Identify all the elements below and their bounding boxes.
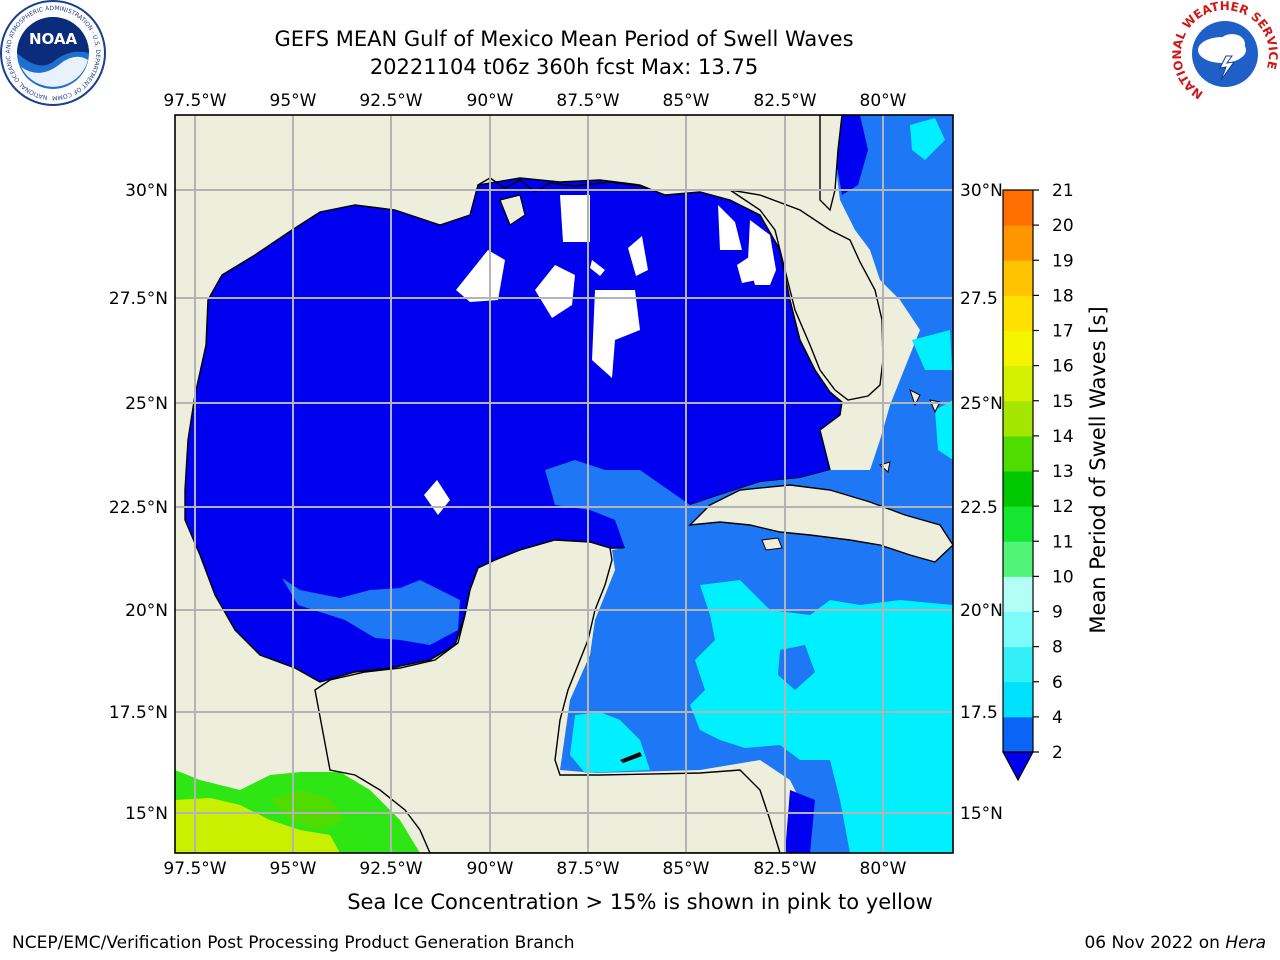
lon-label: 80°W <box>860 91 907 111</box>
lon-label: 82.5°W <box>753 859 816 879</box>
colorbar-segment <box>1003 365 1033 402</box>
lon-label: 90°W <box>467 91 514 111</box>
lon-label: 82.5°W <box>753 91 816 111</box>
colorbar-tick-label: 4 <box>1052 708 1063 728</box>
map-frame <box>174 114 954 854</box>
lon-label: 95°W <box>270 91 317 111</box>
lon-label: 85°W <box>663 91 710 111</box>
colorbar-segment <box>1003 435 1033 472</box>
colorbar-tick-label: 14 <box>1052 427 1074 447</box>
cuba-landmass <box>688 484 953 563</box>
lat-label: 22.5°N <box>109 498 168 518</box>
map-subtitle: 20221104 t06z 360h fcst Max: 13.75 <box>369 55 759 79</box>
colorbar-tick-label: 16 <box>1052 357 1074 377</box>
colorbar-tick-label: 2 <box>1052 743 1063 763</box>
colorbar-tick-label: 6 <box>1052 673 1063 693</box>
nws-logo-icon: NATIONAL WEATHER SERVICE <box>1170 0 1280 106</box>
colorbar-segment <box>1003 295 1033 331</box>
colorbar-tick-label: 20 <box>1052 216 1074 236</box>
lat-label: 25°N <box>960 394 1003 414</box>
gulf-swell-field <box>184 177 843 683</box>
colorbar-segment <box>1003 330 1033 367</box>
lon-label: 80°W <box>860 859 907 879</box>
colorbar-segment <box>1003 471 1033 507</box>
footer-host: Hera <box>1225 933 1266 953</box>
colorbar-segment <box>1003 190 1033 226</box>
colorbar-segment <box>1003 225 1033 261</box>
lon-label: 87.5°W <box>556 91 619 111</box>
colorbar-segment <box>1003 400 1033 437</box>
lat-label: 20°N <box>960 601 1003 621</box>
lon-label: 92.5°W <box>359 91 422 111</box>
colorbar-segment <box>1003 611 1033 648</box>
colorbar-segment <box>1003 646 1033 683</box>
colorbar-segment <box>1003 260 1033 296</box>
colorbar-tick-label: 13 <box>1052 462 1074 482</box>
lat-label: 27.5 <box>960 289 998 309</box>
lat-label: 22.5 <box>960 498 998 518</box>
lon-label: 97.5°W <box>163 91 226 111</box>
noaa-wordmark: NOAA <box>29 30 78 48</box>
map-grid <box>175 115 953 853</box>
lon-labels-bottom: 97.5°W 95°W 92.5°W 90°W 87.5°W 85°W 82.5… <box>163 859 906 879</box>
lat-label: 30°N <box>125 181 168 201</box>
colorbar-label: Mean Period of Swell Waves [s] <box>1086 306 1110 633</box>
lat-labels-left: 30°N 27.5°N 25°N 22.5°N 20°N 17.5°N 15°N <box>109 181 168 824</box>
colorbar-segment <box>1003 716 1033 753</box>
colorbar: 2 4 6 8 9 10 11 12 13 14 15 16 17 18 19 20 21 <box>1001 181 1074 782</box>
sea-ice-note: Sea Ice Concentration > 15% is shown in … <box>347 890 933 914</box>
lon-label: 85°W <box>663 859 710 879</box>
colorbar-tick-label: 19 <box>1052 251 1074 271</box>
colorbar-under-triangle <box>1001 751 1035 782</box>
colorbar-tick-label: 10 <box>1052 567 1074 587</box>
lon-label: 95°W <box>270 859 317 879</box>
florida-landmass <box>729 189 884 401</box>
colorbar-segment <box>1003 576 1033 612</box>
footer-date-text: 06 Nov 2022 on <box>1084 933 1220 953</box>
lon-label: 90°W <box>467 859 514 879</box>
map-panel <box>175 115 953 853</box>
footer-branch: NCEP/EMC/Verification Post Processing Pr… <box>12 933 575 953</box>
lat-label: 15°N <box>125 804 168 824</box>
colorbar-tick-label: 21 <box>1052 181 1074 201</box>
yucatan-landmass <box>314 539 781 853</box>
lat-label: 15°N <box>960 804 1003 824</box>
colorbar-segment <box>1003 506 1033 542</box>
colorbar-tick-label: 12 <box>1052 497 1074 517</box>
colorbar-tick-label: 15 <box>1052 392 1074 412</box>
colorbar-tick-label: 17 <box>1052 322 1074 342</box>
lat-labels-right: 30°N 27.5 25°N 22.5 20°N 17.5 15°N <box>960 181 1003 824</box>
lon-label: 97.5°W <box>163 859 226 879</box>
lat-label: 20°N <box>125 601 168 621</box>
colorbar-tick-label: 11 <box>1052 532 1074 552</box>
lon-label: 92.5°W <box>359 859 422 879</box>
lon-label: 87.5°W <box>556 859 619 879</box>
lon-labels-top: 97.5°W 95°W 92.5°W 90°W 87.5°W 85°W 82.5… <box>163 91 906 111</box>
colorbar-segment <box>1003 681 1033 718</box>
lat-label: 25°N <box>125 394 168 414</box>
colorbar-tick-label: 18 <box>1052 286 1074 306</box>
lat-label: 17.5 <box>960 703 998 723</box>
map-title: GEFS MEAN Gulf of Mexico Mean Period of … <box>274 27 854 51</box>
noaa-logo-icon: NATIONAL OCEANIC AND ATMOSPHERIC ADMINIS… <box>0 0 106 106</box>
cyan-swell-field <box>690 580 953 853</box>
colorbar-segment <box>1003 541 1033 577</box>
lat-label: 27.5°N <box>109 289 168 309</box>
lat-label: 17.5°N <box>109 703 168 723</box>
colorbar-tick-label: 9 <box>1052 603 1063 623</box>
lat-label: 30°N <box>960 181 1003 201</box>
footer-date: 06 Nov 2022 on Hera <box>1084 933 1266 953</box>
colorbar-tick-label: 8 <box>1052 638 1063 658</box>
